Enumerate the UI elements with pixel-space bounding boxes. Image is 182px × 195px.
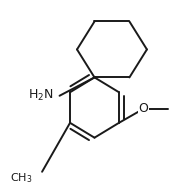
Text: CH$_3$: CH$_3$ — [10, 171, 32, 185]
Text: O: O — [139, 102, 148, 115]
Text: H$_2$N: H$_2$N — [28, 88, 54, 103]
